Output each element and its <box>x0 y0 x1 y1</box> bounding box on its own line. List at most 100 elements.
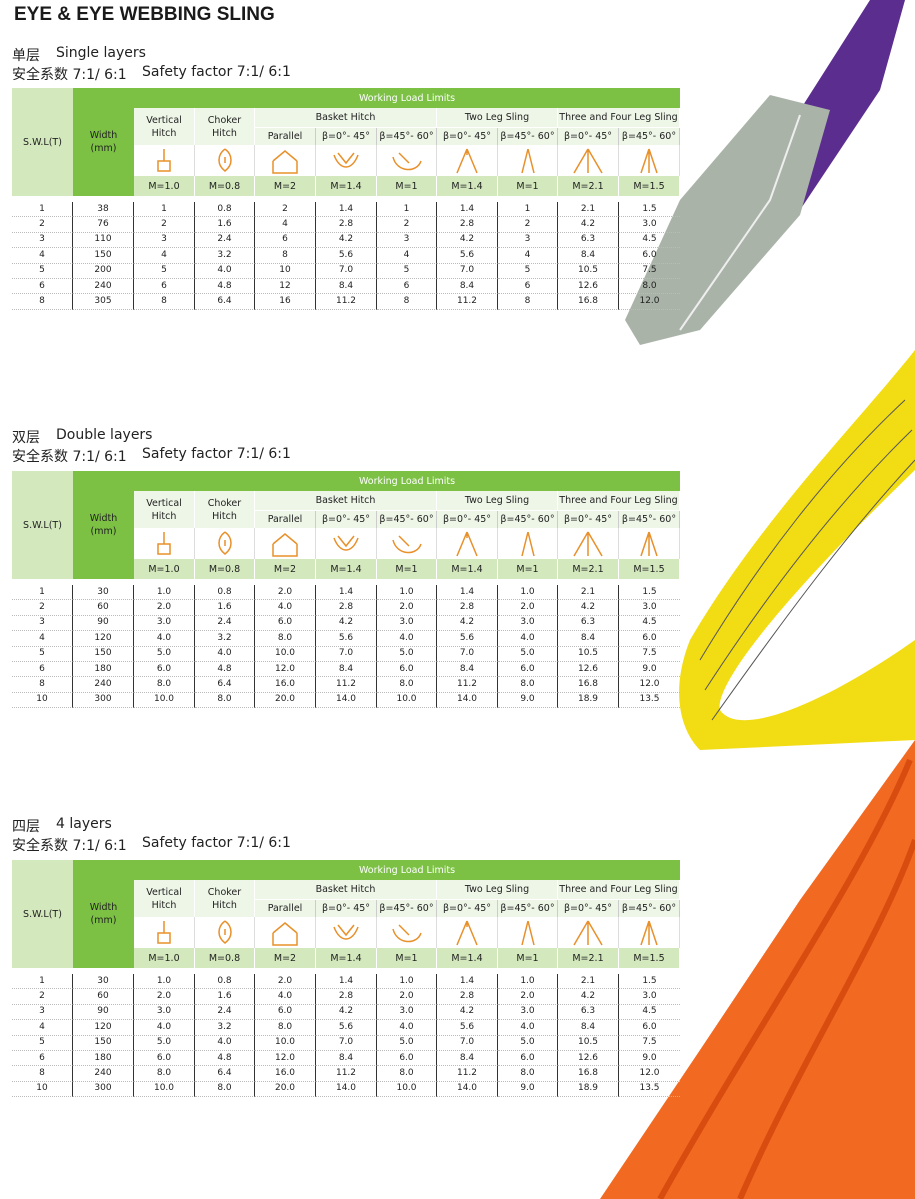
section-heading-cn: 四层 <box>12 819 40 835</box>
table-cell: 10.0 <box>134 692 195 709</box>
table-cell: 6.0 <box>255 615 316 632</box>
table-cell: 240 <box>73 1066 134 1082</box>
table-cell: 4.5 <box>619 233 680 249</box>
icon-stroke <box>218 920 232 944</box>
group-header: Choker Hitch <box>195 880 255 917</box>
table-cell: 4.2 <box>437 615 498 632</box>
table-cell: 6.0 <box>134 1051 195 1067</box>
sub-header: β=0°- 45° <box>316 128 377 145</box>
table-cell: 3 <box>377 232 437 249</box>
hitch-icon <box>333 924 359 940</box>
table-cell: 3.0 <box>619 600 680 616</box>
table-cell: 1 <box>377 202 437 218</box>
hitch-icon <box>218 148 232 172</box>
table-cell: 9.0 <box>498 692 558 709</box>
hitch-icon <box>392 535 422 554</box>
table-cell: 4 <box>12 1020 73 1036</box>
table-cell: 2 <box>498 217 558 233</box>
icon-cell <box>316 528 377 559</box>
table-cell: 10.5 <box>558 263 619 279</box>
table-cell: 8 <box>377 294 437 310</box>
table-cell: 3.0 <box>377 615 437 632</box>
swl-header: S.W.L(T) <box>12 88 73 196</box>
table-cell: 1.0 <box>134 585 195 601</box>
table-cell: 1 <box>12 585 73 601</box>
table-cell: 12.6 <box>558 279 619 295</box>
table-cell: 6.4 <box>195 1066 255 1082</box>
table-cell: 2.1 <box>558 585 619 601</box>
hitch-icon <box>218 531 232 555</box>
table-cell: 7.0 <box>437 646 498 662</box>
table-cell: 6 <box>12 279 73 295</box>
table-cell: 4.0 <box>498 1020 558 1036</box>
table-cell: 7.0 <box>316 263 377 279</box>
table-cell: 8.4 <box>437 279 498 295</box>
table-cell: 3.0 <box>619 217 680 233</box>
table-cell: 2.8 <box>316 600 377 616</box>
table-cell: 90 <box>73 615 134 632</box>
table-cell: 3.0 <box>377 1004 437 1021</box>
safety-factor-en: Safety factor 7:1/ 6:1 <box>142 64 291 80</box>
table-cell: 6.0 <box>619 248 680 264</box>
orange-sling <box>600 740 915 1199</box>
table-cell: 1.0 <box>377 974 437 990</box>
table-cell: 1.6 <box>195 217 255 233</box>
table-cell: 7.0 <box>437 1035 498 1051</box>
table-cell: 2 <box>12 600 73 616</box>
icon-cell <box>255 917 316 948</box>
sub-header: β=45°- 60° <box>377 511 437 528</box>
table-cell: 2 <box>255 202 316 218</box>
table-cell: 13.5 <box>619 1082 680 1098</box>
sub-header: β=45°- 60° <box>619 511 680 528</box>
table-cell: 14.0 <box>316 692 377 709</box>
factor-cell: M=1.0 <box>134 559 195 579</box>
table-cell: 4.0 <box>195 1035 255 1051</box>
wll-header: Working Load Limits <box>134 471 680 491</box>
icon-stroke <box>333 924 359 940</box>
factor-cell: M=1.4 <box>437 559 498 579</box>
table-cell: 2.1 <box>558 202 619 218</box>
group-header: Choker Hitch <box>195 491 255 528</box>
factor-cell: M=1 <box>377 176 437 196</box>
table-cell: 3.0 <box>619 989 680 1005</box>
sub-header: β=0°- 45° <box>437 511 498 528</box>
table-cell: 8.0 <box>377 677 437 693</box>
table-cell: 6.3 <box>558 232 619 249</box>
icon-stroke <box>573 531 603 557</box>
table-cell: 0.8 <box>195 585 255 601</box>
hitch-icon <box>640 531 658 557</box>
table-cell: 11.2 <box>316 677 377 693</box>
factor-cell: M=2.1 <box>558 176 619 196</box>
table-cell: 4.2 <box>437 1004 498 1021</box>
table-cell: 6 <box>12 662 73 678</box>
table-cell: 5.6 <box>437 1020 498 1036</box>
table-cell: 38 <box>73 202 134 218</box>
table-cell: 90 <box>73 1004 134 1021</box>
width-header: Width (mm) <box>73 471 134 579</box>
factor-cell: M=1.4 <box>437 176 498 196</box>
icon-stroke <box>333 152 359 168</box>
table-cell: 4 <box>255 217 316 233</box>
section-heading-en: 4 layers <box>56 816 112 832</box>
safety-factor-cn: 安全系数 7:1/ 6:1 <box>12 838 127 854</box>
table-cell: 4 <box>498 248 558 264</box>
table-cell: 3.0 <box>134 1004 195 1021</box>
table-cell: 6.0 <box>134 662 195 678</box>
table-cell: 7.5 <box>619 647 680 662</box>
table-cell: 1.0 <box>498 974 558 990</box>
table-cell: 11.2 <box>437 677 498 693</box>
icon-stroke <box>456 148 478 174</box>
table-cell: 1 <box>12 202 73 218</box>
table-cell: 2 <box>12 217 73 233</box>
table-cell: 4.2 <box>558 217 619 233</box>
table-cell: 5.0 <box>134 646 195 662</box>
stitch <box>679 114 801 331</box>
table-cell: 8 <box>12 677 73 693</box>
table-cell: 1.4 <box>316 974 377 990</box>
icon-stroke <box>392 535 422 554</box>
factor-cell: M=0.8 <box>195 559 255 579</box>
sub-header: β=45°- 60° <box>619 900 680 917</box>
group-header: Two Leg Sling <box>437 491 558 511</box>
table-cell: 4.2 <box>558 600 619 616</box>
